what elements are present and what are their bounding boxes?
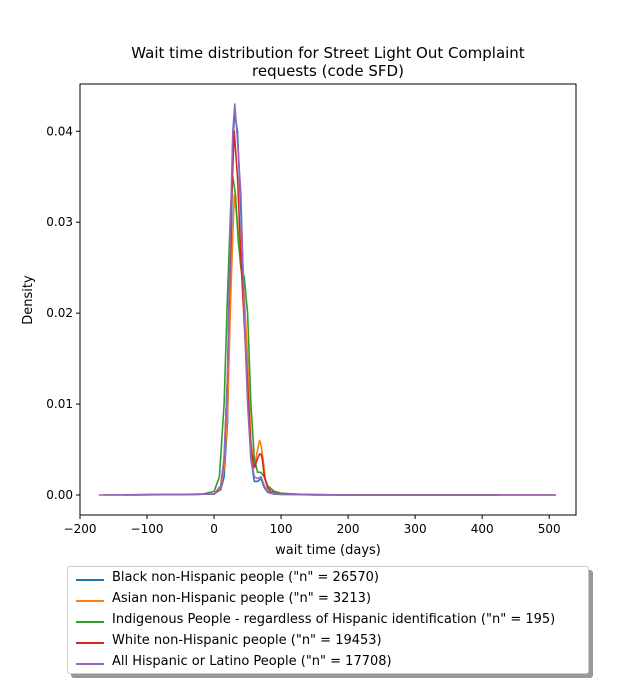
x-tick-label: −100 [131,522,164,536]
y-tick-label: 0.03 [46,215,73,229]
plot-frame [79,83,577,516]
y-tick-label: 0.04 [46,124,73,138]
legend-item: White non-Hispanic people ("n" = 19453) [68,632,588,652]
legend-item: Asian non-Hispanic people ("n" = 3213) [68,590,588,610]
chart: Wait time distribution for Street Light … [21,44,577,558]
legend-swatch [76,621,104,623]
x-tick-label: 0 [210,522,218,536]
series-line-3 [103,130,556,496]
y-axis-label: Density [21,275,36,325]
legend-swatch [76,642,104,644]
legend-item: Black non-Hispanic people ("n" = 26570) [68,569,588,589]
x-tick-label: 300 [404,522,427,536]
x-tick-label: 500 [538,522,561,536]
legend-item: All Hispanic or Latino People ("n" = 177… [68,653,588,673]
x-tick-label: 400 [471,522,494,536]
legend-swatch [76,600,104,602]
y-tick-label: 0.00 [46,488,73,502]
x-tick-label: 100 [270,522,293,536]
y-tick-label: 0.02 [46,306,73,320]
legend: Black non-Hispanic people ("n" = 26570) … [67,566,589,674]
axes-layer: −200 −100 0 100 200 300 400 500 0.00 0.01 0.02 0.03… [46,124,560,536]
legend-label: White non-Hispanic people ("n" = 19453) [112,633,382,648]
legend-label: Indigenous People - regardless of Hispan… [112,612,556,627]
legend-label: All Hispanic or Latino People ("n" = 177… [112,654,392,669]
chart-title-line-1: Wait time distribution for Street Light … [131,44,525,62]
legend-swatch [76,579,104,581]
x-tick-label: 200 [337,522,360,536]
legend-label: Asian non-Hispanic people ("n" = 3213) [112,591,372,606]
x-tick-label: −200 [64,522,97,536]
legend-swatch [76,663,104,665]
legend-item: Indigenous People - regardless of Hispan… [68,611,588,631]
series-line-4 [98,103,556,496]
series-line-2 [133,175,499,496]
y-tick-label: 0.01 [46,397,73,411]
legend-label: Black non-Hispanic people ("n" = 26570) [112,570,379,585]
x-axis-label: wait time (days) [275,543,381,558]
series-line-0 [123,112,496,496]
chart-title-line-2: requests (code SFD) [252,62,404,80]
series-line-1 [126,194,496,496]
series-layer [98,103,556,496]
